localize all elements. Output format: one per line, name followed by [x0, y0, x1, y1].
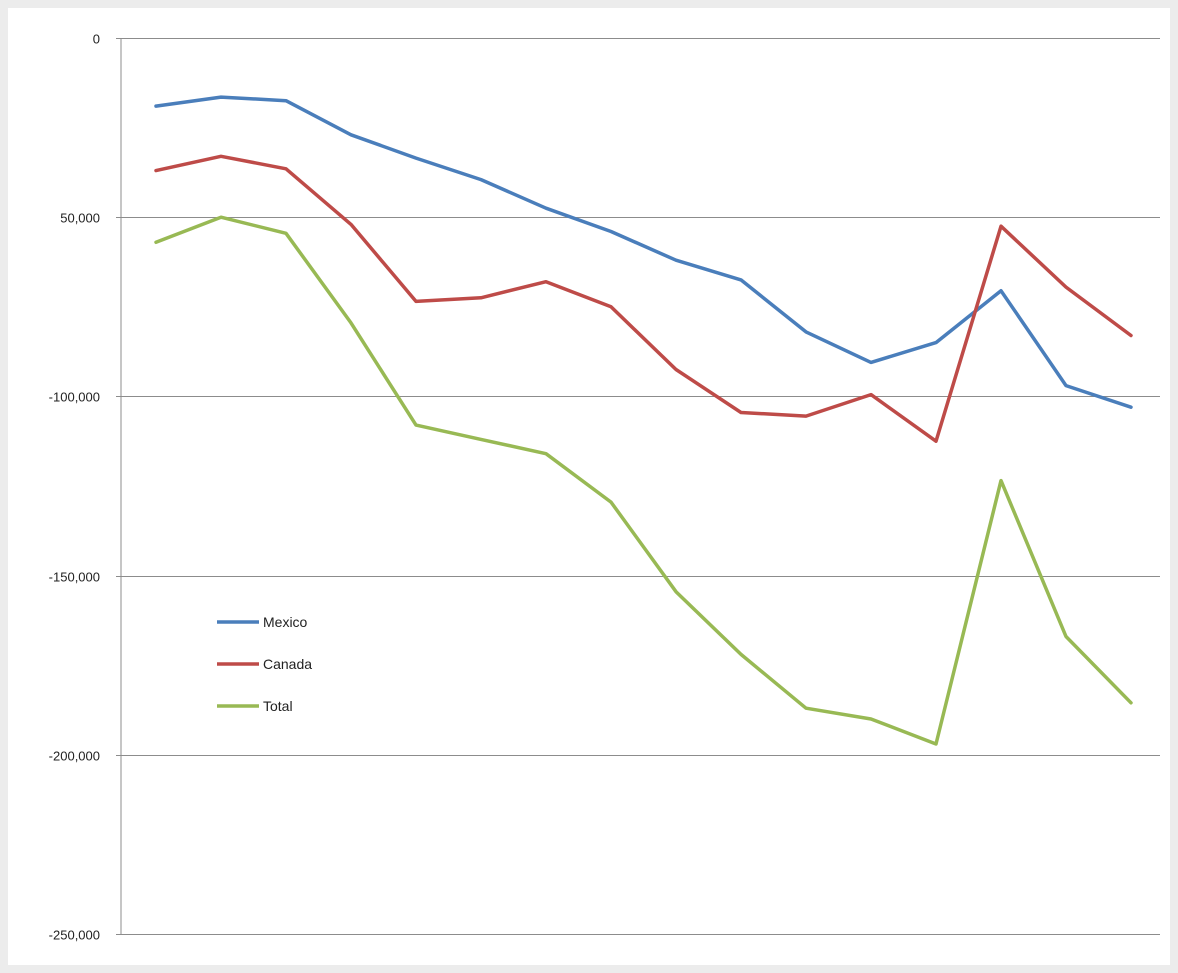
legend: Mexico Canada Total [217, 614, 312, 714]
series-line-canada [154, 154, 1133, 443]
line-chart: 050,000-100,000-150,000-200,000-250,000 … [49, 32, 1160, 943]
legend-label-total: Total [263, 698, 293, 714]
series-line-mexico [154, 95, 1133, 409]
y-tick-label: -100,000 [49, 390, 100, 405]
series-lines [154, 95, 1133, 746]
y-tick-label: -150,000 [49, 570, 100, 585]
chart-area: 0 50,000 -100,000 -150,000 -200,000 -250,000 … [8, 8, 1170, 965]
legend-label-canada: Canada [263, 656, 312, 672]
y-tick-label: -200,000 [49, 749, 100, 764]
y-tick-label: -250,000 [49, 928, 100, 943]
y-axis-tick-labels: 0 50,000 -100,000 -150,000 -200,000 -250,000 [49, 32, 121, 943]
y-tick-label: 50,000 [60, 211, 100, 226]
legend-label-mexico: Mexico [263, 614, 308, 630]
series-line-total [154, 215, 1133, 746]
gridlines [121, 38, 1160, 935]
y-tick-label: 0 [93, 32, 100, 47]
